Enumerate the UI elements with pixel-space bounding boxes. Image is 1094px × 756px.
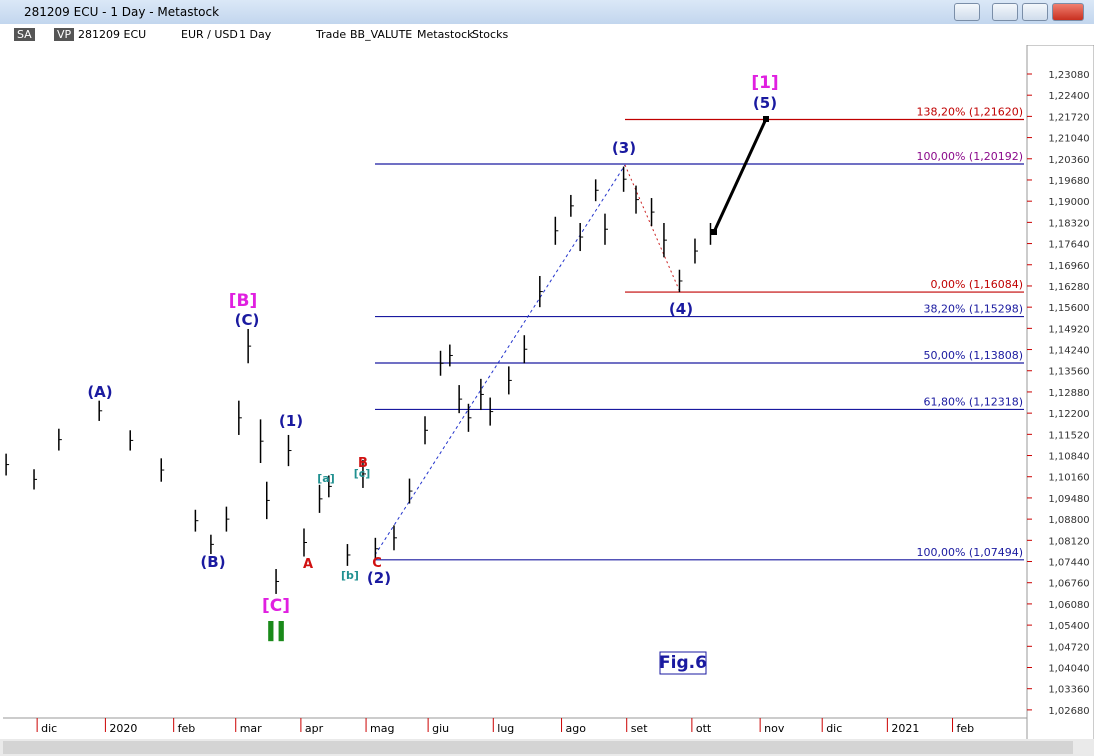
y-tick-label: 1,19680	[1048, 176, 1089, 187]
y-tick-label: 1,04720	[1048, 642, 1089, 653]
y-tick-label: 1,17640	[1048, 240, 1089, 251]
x-tick-label: dic	[41, 722, 57, 735]
fib-label: 0,00% (1,16084)	[930, 278, 1023, 291]
chart: 1,02680 1,03360 1,04040 1,04720 1,05400 1,060…	[0, 45, 1094, 756]
toolbar-item[interactable]: Stocks	[472, 28, 509, 41]
y-tick-label: 1,20360	[1048, 155, 1089, 166]
fib-label: 138,20% (1,21620)	[916, 106, 1023, 119]
wave-label: (1)	[279, 412, 303, 430]
y-tick-label: 1,02680	[1048, 706, 1089, 717]
y-tick-label: 1,14240	[1048, 346, 1089, 357]
wave-label: [1]	[751, 73, 778, 93]
x-tick-label: mar	[240, 722, 262, 735]
y-tick-label: 1,12880	[1048, 388, 1089, 399]
y-tick-label: 1,07440	[1048, 558, 1089, 569]
y-tick-label: 1,21720	[1048, 112, 1089, 123]
x-tick-label: nov	[764, 722, 785, 735]
x-tick-label: ago	[566, 722, 587, 735]
y-tick-label: 1,04040	[1048, 664, 1089, 675]
wave-label: [C]	[262, 596, 290, 616]
wave-label: [B]	[229, 291, 258, 311]
wave-label: (3)	[612, 139, 636, 157]
wave-label: (4)	[669, 300, 693, 318]
toolbar-item[interactable]: EUR / USD	[181, 28, 238, 41]
fib-label: 100,00% (1,07494)	[916, 546, 1023, 559]
y-tick-label: 1,21040	[1048, 134, 1089, 145]
x-tick-label: feb	[178, 722, 196, 735]
fib-label: 61,80% (1,12318)	[923, 395, 1023, 408]
y-tick-label: 1,10160	[1048, 473, 1089, 484]
restore-button[interactable]	[954, 3, 980, 21]
x-tick-label: 2021	[891, 722, 919, 735]
wave-label: [c]	[354, 467, 371, 480]
y-tick-label: 1,22400	[1048, 91, 1089, 102]
wave-label: A	[303, 557, 313, 572]
wave-label: (2)	[367, 569, 391, 587]
y-tick-label: 1,06760	[1048, 579, 1089, 590]
x-tick-label: lug	[497, 722, 514, 735]
y-tick-label: 1,19000	[1048, 197, 1089, 208]
close-button[interactable]	[1052, 3, 1084, 21]
y-tick-label: 1,09480	[1048, 494, 1089, 505]
trend-dash	[624, 164, 681, 293]
toolbar-item[interactable]: BB_VALUTE	[350, 28, 413, 41]
y-tick-label: 1,06080	[1048, 600, 1089, 611]
wave-label: (C)	[235, 311, 260, 329]
fib-label: 38,20% (1,15298)	[923, 303, 1023, 316]
scroll-thumb[interactable]	[3, 741, 1073, 754]
x-tick-label: ott	[696, 722, 712, 735]
x-tick-label: apr	[305, 722, 324, 735]
toolbar-item[interactable]: Trade	[316, 28, 347, 41]
wave-label: (5)	[753, 94, 777, 112]
wave-label: [b]	[341, 569, 359, 582]
toolbar-item[interactable]: 1 Day	[239, 28, 272, 41]
toolbar: SA VP 281209 ECU EUR / USD 1 Day Trade B…	[0, 24, 1094, 45]
projection	[712, 118, 768, 233]
y-tick-label: 1,05400	[1048, 621, 1089, 632]
x-tick-label: mag	[370, 722, 394, 735]
projection-end	[763, 116, 769, 122]
y-tick-label: 1,18320	[1048, 218, 1089, 229]
y-tick-label: 1,12200	[1048, 409, 1089, 420]
minimize-button[interactable]	[992, 3, 1018, 21]
y-axis-panel	[1026, 45, 1094, 741]
y-tick-label: 1,16960	[1048, 261, 1089, 272]
wave-label: (B)	[200, 553, 225, 571]
trend-dash	[374, 164, 626, 556]
projection-end	[711, 229, 717, 235]
window-title: 281209 ECU - 1 Day - Metastock	[24, 5, 220, 19]
wave-label: II	[266, 615, 287, 648]
wave-label: B	[358, 456, 368, 471]
x-tick-label: giu	[432, 722, 449, 735]
y-tick-label: 1,10840	[1048, 452, 1089, 463]
y-tick-label: 1,08120	[1048, 536, 1089, 547]
wave-label: (A)	[87, 383, 112, 401]
y-tick-label: 1,14920	[1048, 324, 1089, 335]
x-tick-label: feb	[957, 722, 975, 735]
wave-label: Fig.6	[659, 653, 707, 673]
x-tick-label: set	[631, 722, 648, 735]
y-tick-label: 1,03360	[1048, 685, 1089, 696]
x-tick-label: 2020	[109, 722, 137, 735]
y-tick-label: 1,08800	[1048, 515, 1089, 526]
y-tick-label: 1,13560	[1048, 367, 1089, 378]
toolbar-item[interactable]: Metastock	[417, 28, 474, 41]
y-tick-label: 1,16280	[1048, 282, 1089, 293]
fib-label: 100,00% (1,20192)	[916, 150, 1023, 163]
toolbar-item[interactable]: VP	[54, 28, 75, 41]
wave-label: [a]	[317, 472, 334, 485]
y-tick-label: 1,11520	[1048, 430, 1089, 441]
fib-label: 50,00% (1,13808)	[923, 349, 1023, 362]
x-tick-label: dic	[826, 722, 842, 735]
toolbar-item[interactable]: 281209 ECU	[78, 28, 147, 41]
y-tick-label: 1,23080	[1048, 70, 1089, 81]
fig-box	[659, 651, 707, 675]
y-tick-label: 1,15600	[1048, 303, 1089, 314]
title-bar: 281209 ECU - 1 Day - Metastock	[0, 0, 1094, 25]
wave-label: C	[372, 556, 382, 571]
toolbar-item[interactable]: SA	[14, 28, 35, 41]
maximize-button[interactable]	[1022, 3, 1048, 21]
